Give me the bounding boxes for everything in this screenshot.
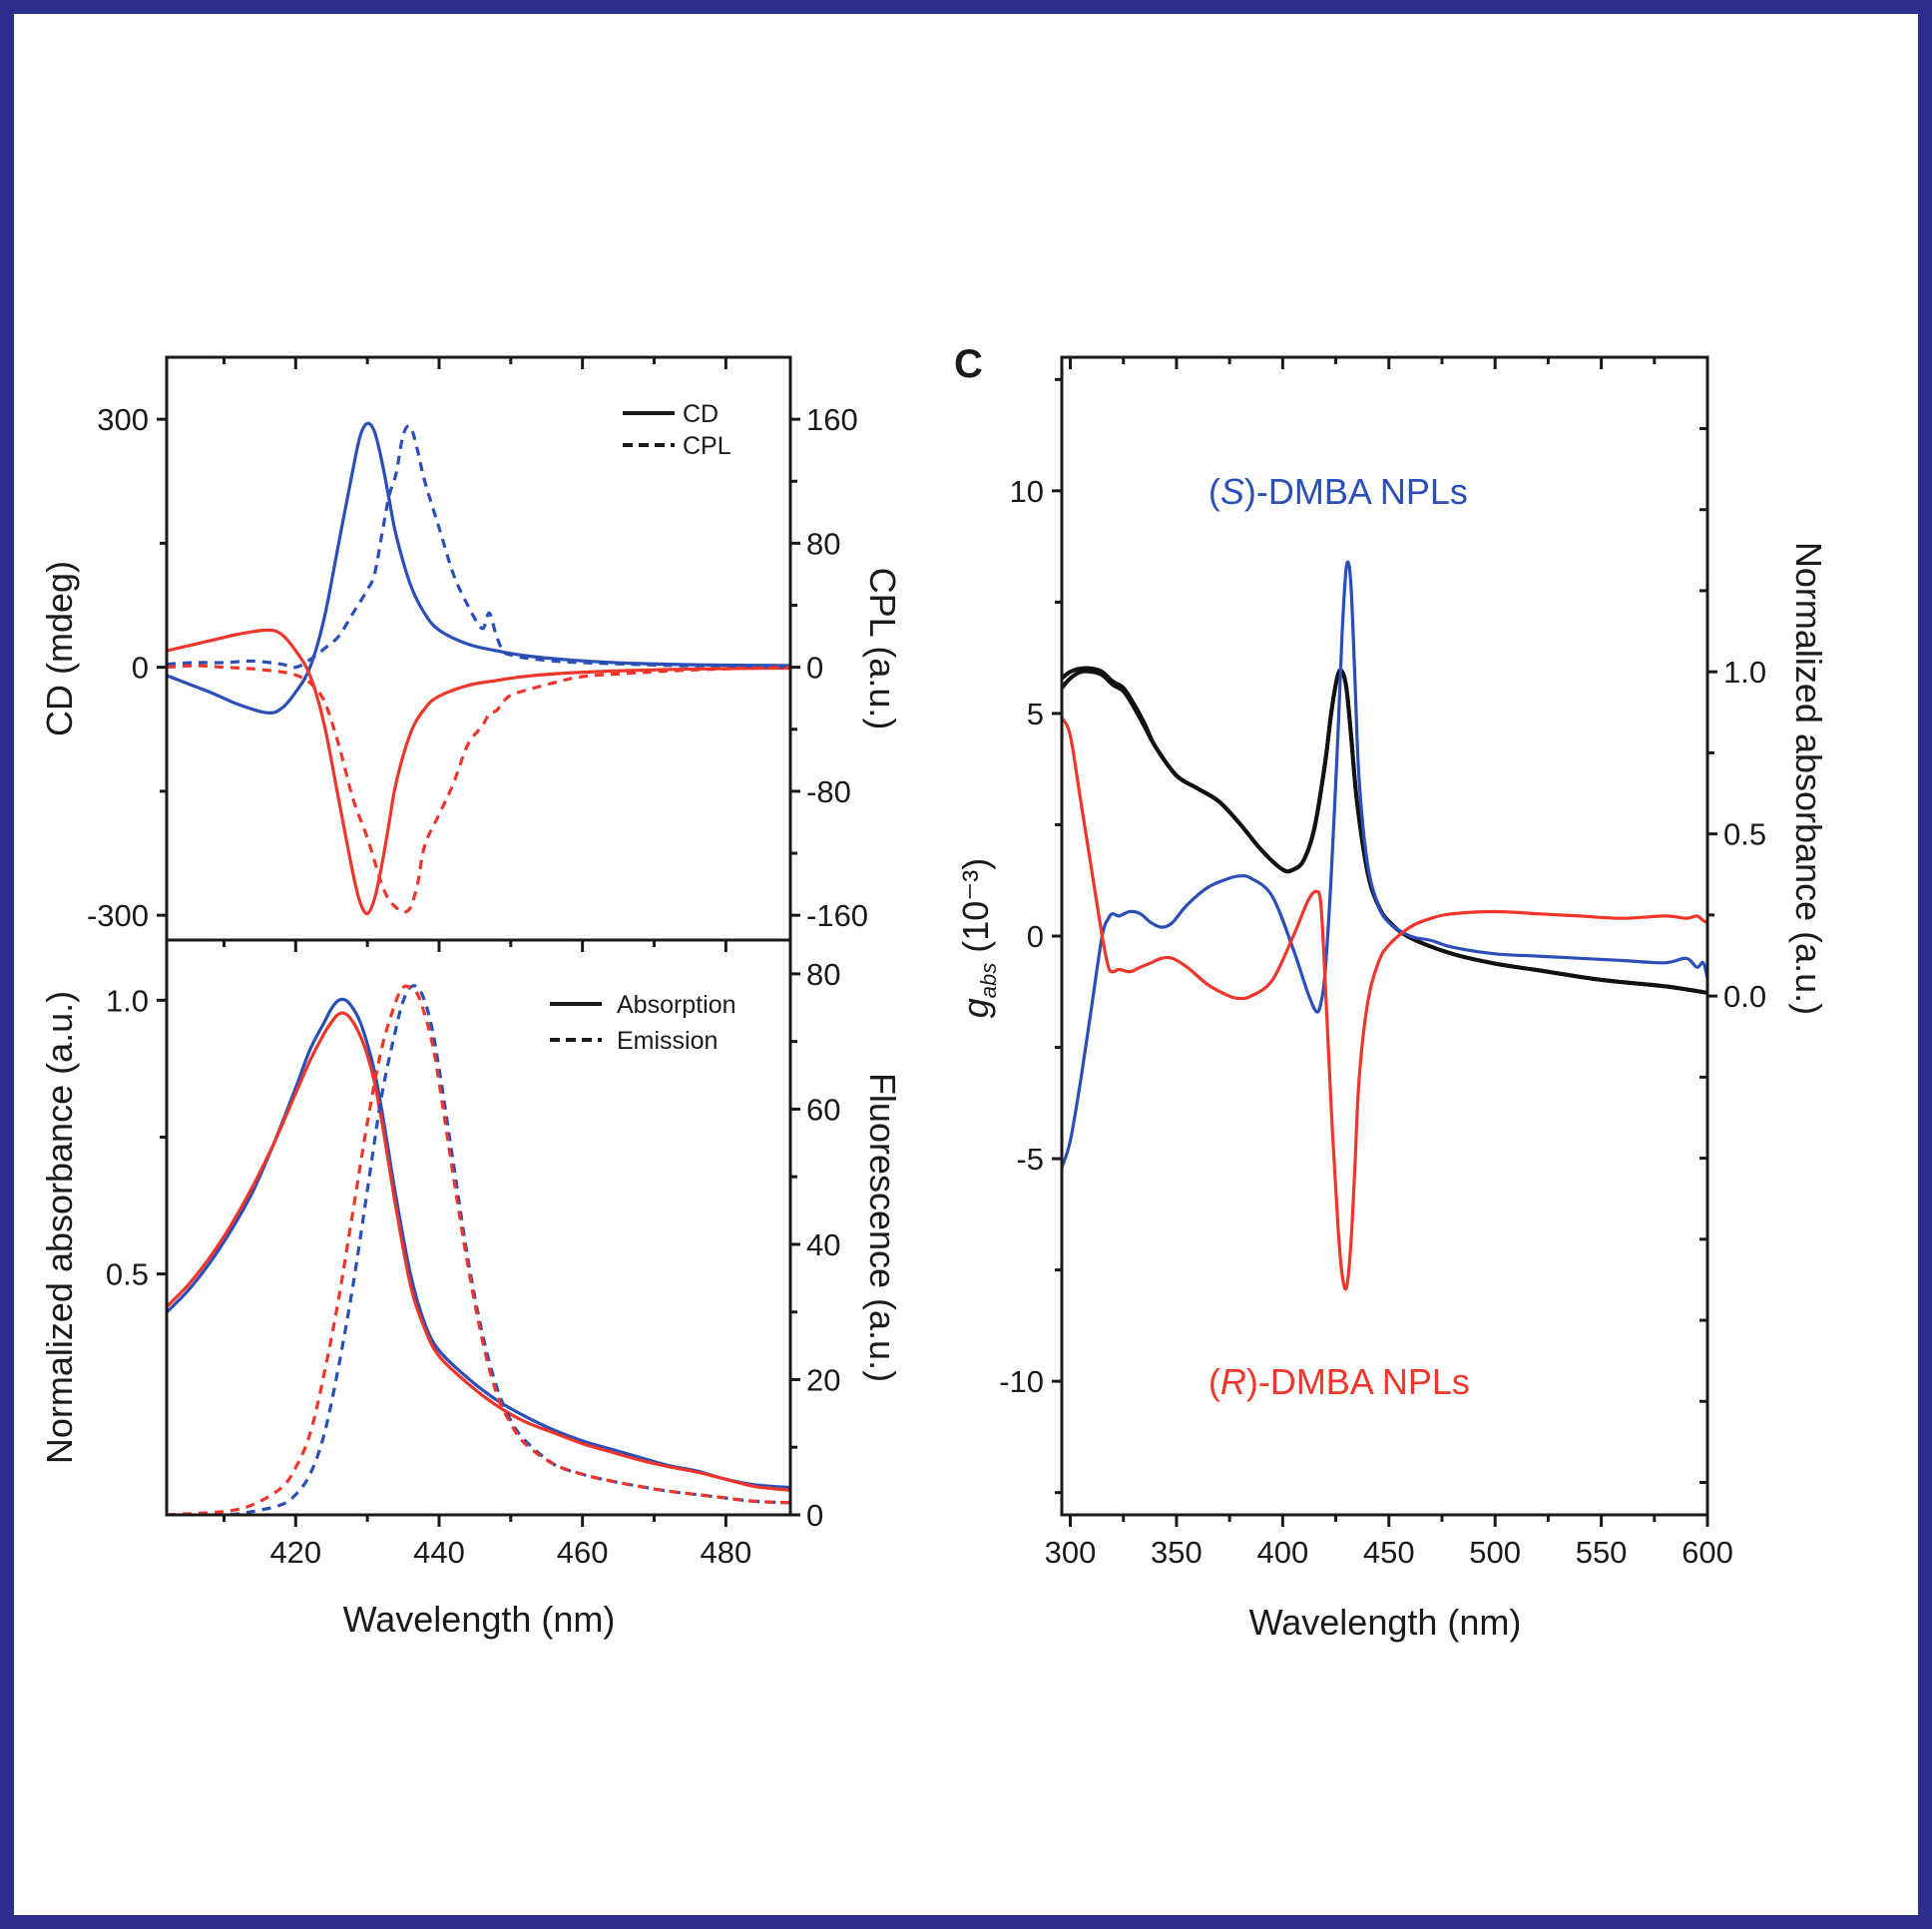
y-tick-label: 1.0: [106, 983, 149, 1018]
y-tick-label: 10: [1010, 474, 1044, 509]
gabs-label-unit: (10⁻³): [955, 858, 996, 963]
x-tick-label: 440: [413, 1535, 465, 1570]
gabs-y-axis-label: gabs (10⁻³): [955, 858, 1001, 1019]
series-line-absorption-s: [1062, 666, 1707, 995]
figure-canvas: 300 0 -300 160 80 0 -80 -160 CD (mdeg) CPL (a.u…: [14, 14, 1918, 1915]
abs-fl-ticks: 1.0 0.5 80 60 40 20 0 420 440 460 480: [106, 940, 840, 1570]
y-right-tick-label: 0: [806, 1498, 823, 1533]
cd-cpl-legend: CD CPL: [623, 400, 731, 460]
fluorescence-y-axis-label: Fluorescence (a.u.): [862, 1073, 903, 1382]
legend-label-cd: CD: [683, 400, 719, 428]
x-tick-label: 600: [1682, 1535, 1733, 1570]
y-right-tick-label: 80: [806, 957, 840, 992]
y-tick-label: 0: [132, 651, 149, 686]
y-right-tick-label: 0.0: [1723, 979, 1766, 1014]
annotation-r-dmba-npls: (R)-DMBA NPLs: [1208, 1361, 1470, 1402]
y-tick-label: 5: [1027, 697, 1044, 731]
gabs-label-g: g: [955, 998, 996, 1018]
legend-label-cpl: CPL: [683, 432, 731, 460]
series-line-emission-r: [167, 984, 790, 1515]
x-tick-label: 300: [1045, 1535, 1097, 1570]
y-tick-label: -300: [87, 898, 149, 933]
x-tick-label: 350: [1151, 1535, 1203, 1570]
legend-label-emission: Emission: [617, 1027, 718, 1055]
legend-label-absorption: Absorption: [617, 991, 736, 1019]
x-tick-label: 400: [1256, 1535, 1308, 1570]
y-tick-label: 0: [1027, 919, 1044, 954]
abs-fl-x-axis-label: Wavelength (nm): [343, 1599, 616, 1640]
y-right-tick-label: 40: [806, 1227, 840, 1262]
series-line-cpl-r: [167, 664, 790, 914]
x-tick-label: 480: [700, 1535, 751, 1570]
figure-svg: 300 0 -300 160 80 0 -80 -160 CD (mdeg) CPL (a.u…: [39, 342, 1829, 1643]
abs-y-axis-label: Normalized absorbance (a.u.): [39, 991, 80, 1464]
gabs-plot-frame: [1060, 355, 1709, 1517]
series-line-gabs-s: [1062, 560, 1707, 1169]
y-right-tick-label: 80: [806, 526, 840, 561]
x-tick-label: 420: [269, 1535, 321, 1570]
cd-cpl-ticks: 300 0 -300 160 80 0 -80 -160: [87, 357, 868, 933]
y-tick-label: 0.5: [106, 1257, 149, 1292]
cd-cpl-curves: [167, 421, 790, 916]
series-line-absorption-s: [167, 997, 790, 1490]
series-line-absorption-r: [167, 1011, 790, 1492]
y-right-tick-label: 160: [806, 402, 858, 437]
x-tick-label: 450: [1363, 1535, 1415, 1570]
y-right-tick-label: 0: [806, 651, 823, 686]
y-tick-label: -10: [999, 1364, 1044, 1399]
series-line-cpl-s: [167, 424, 790, 670]
annotation-s-dmba-npls: (S)-DMBA NPLs: [1208, 471, 1468, 512]
gabs-x-axis-label: Wavelength (nm): [1249, 1602, 1522, 1643]
y-right-tick-label: 60: [806, 1092, 840, 1127]
panel-label-c: C: [954, 342, 983, 386]
series-line-emission-s: [167, 984, 790, 1515]
abs-fl-plot-frame: [165, 938, 792, 1517]
y-right-tick-label: 20: [806, 1362, 840, 1397]
gabs-panel: C 10 5 0 -5 -10 1.0 0.5 0.0 300 350 400 450 500 550 60…: [954, 342, 1829, 1643]
x-tick-label: 550: [1576, 1535, 1628, 1570]
y-right-tick-label: 1.0: [1723, 655, 1766, 690]
abs-fl-curves: [167, 984, 790, 1515]
y-right-tick-label: 0.5: [1723, 817, 1766, 852]
normalized-absorbance-right-label: Normalized absorbance (a.u.): [1788, 542, 1829, 1015]
abs-fl-legend: Absorption Emission: [550, 991, 736, 1055]
y-right-tick-label: -160: [806, 898, 868, 933]
gabs-label-sub: abs: [976, 963, 1001, 998]
y-tick-label: 300: [97, 402, 149, 437]
cd-y-axis-label: CD (mdeg): [39, 561, 80, 736]
x-tick-label: 460: [557, 1535, 609, 1570]
abs-fl-panel: 1.0 0.5 80 60 40 20 0 420 440 460 480 Normalized a…: [39, 938, 903, 1640]
y-tick-label: -5: [1016, 1142, 1044, 1177]
series-line-cd-s: [167, 421, 790, 715]
series-line-absorption-r: [1062, 668, 1707, 995]
gabs-curves: [1062, 560, 1707, 1291]
series-line-gabs-r: [1062, 717, 1707, 1291]
gabs-ticks: 10 5 0 -5 -10 1.0 0.5 0.0 300 350 400 450 500 550 600: [999, 357, 1766, 1570]
cpl-y-axis-label: CPL (a.u.): [862, 568, 903, 730]
x-tick-label: 500: [1469, 1535, 1521, 1570]
cd-cpl-panel: 300 0 -300 160 80 0 -80 -160 CD (mdeg) CPL (a.u…: [39, 355, 903, 942]
gabs-annotations: (S)-DMBA NPLs (R)-DMBA NPLs: [1208, 471, 1470, 1402]
series-line-cd-r: [167, 628, 790, 916]
y-right-tick-label: -80: [806, 774, 851, 809]
